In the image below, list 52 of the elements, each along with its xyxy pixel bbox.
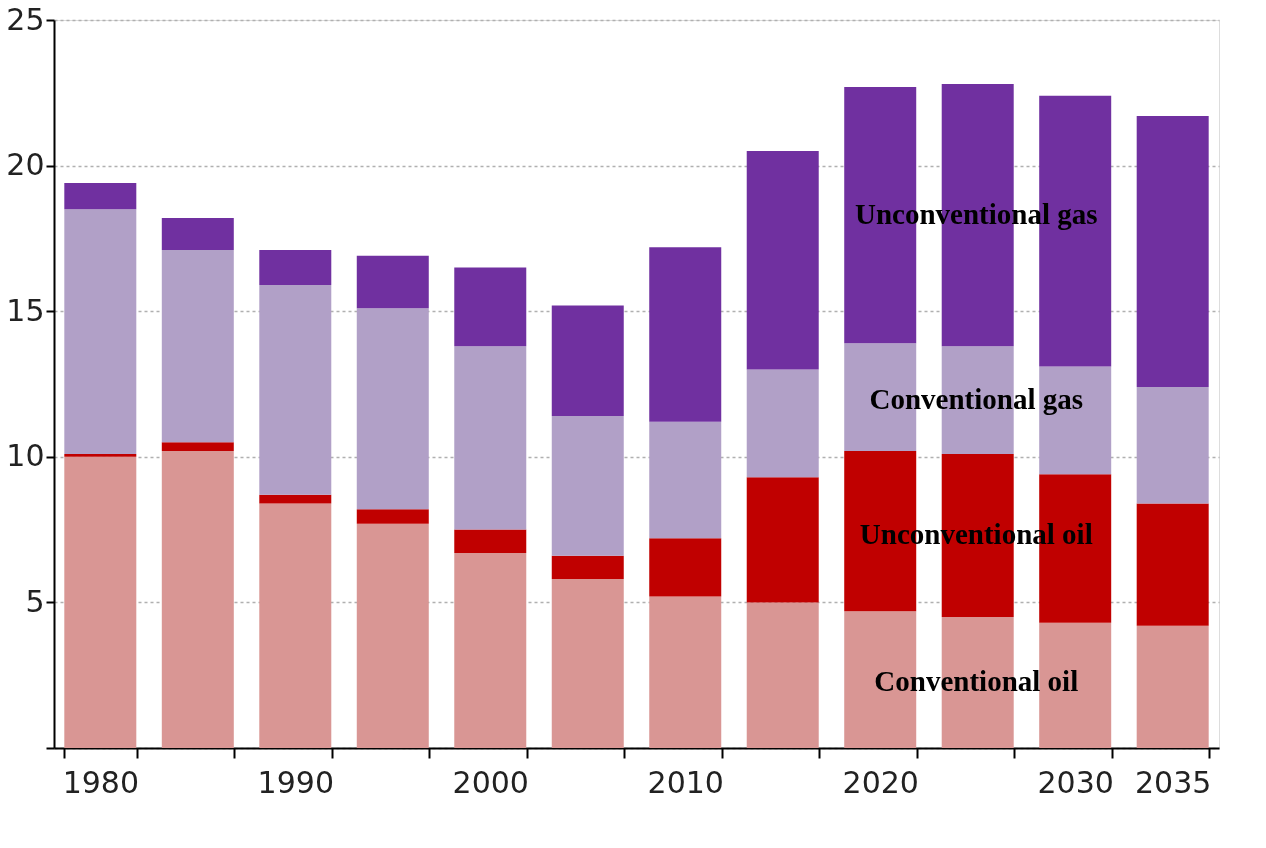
bar — [161, 218, 234, 251]
y-tick-label: 25 — [6, 1, 45, 37]
bar — [356, 308, 429, 510]
bar — [1136, 503, 1209, 626]
bar — [649, 247, 722, 422]
y-tick-label: 10 — [6, 438, 45, 474]
bar — [1136, 116, 1209, 387]
y-tick-label: 5 — [25, 583, 45, 619]
bar — [551, 416, 624, 556]
bar — [161, 250, 234, 443]
bar — [746, 477, 819, 603]
bar — [551, 555, 624, 580]
series-label: Conventional oil — [874, 665, 1079, 698]
bar — [1039, 622, 1112, 748]
bar — [649, 538, 722, 597]
bar — [1136, 625, 1209, 748]
bar — [64, 209, 137, 454]
bar — [1039, 366, 1112, 475]
x-tick-label: 2035 — [1135, 764, 1212, 800]
bar — [454, 267, 527, 347]
x-tick-label: 1990 — [257, 764, 334, 800]
x-tick-label: 2020 — [842, 764, 919, 800]
bar — [454, 552, 527, 748]
bar — [356, 255, 429, 309]
y-tick-label: 20 — [6, 147, 45, 183]
bar — [1136, 386, 1209, 504]
bar — [259, 503, 332, 748]
bar — [551, 579, 624, 748]
x-tick-label: 2000 — [452, 764, 529, 800]
bar — [454, 529, 527, 553]
bar — [259, 250, 332, 285]
bar — [64, 183, 137, 210]
y-tick-label: 15 — [6, 292, 45, 328]
x-tick-label: 2010 — [647, 764, 724, 800]
bar — [649, 596, 722, 748]
bar — [746, 602, 819, 748]
bar — [746, 369, 819, 478]
bar — [161, 442, 234, 451]
bar — [259, 284, 332, 495]
x-tick-label: 2030 — [1037, 764, 1114, 800]
bar — [356, 509, 429, 524]
bar — [551, 305, 624, 417]
bar — [649, 421, 722, 539]
bar — [454, 346, 527, 530]
bar — [64, 453, 137, 457]
series-label: Conventional gas — [869, 383, 1084, 416]
bar — [746, 151, 819, 370]
x-tick-label: 1980 — [62, 764, 139, 800]
bar — [356, 523, 429, 748]
bar — [161, 450, 234, 748]
bar — [259, 494, 332, 504]
bar — [64, 456, 137, 748]
